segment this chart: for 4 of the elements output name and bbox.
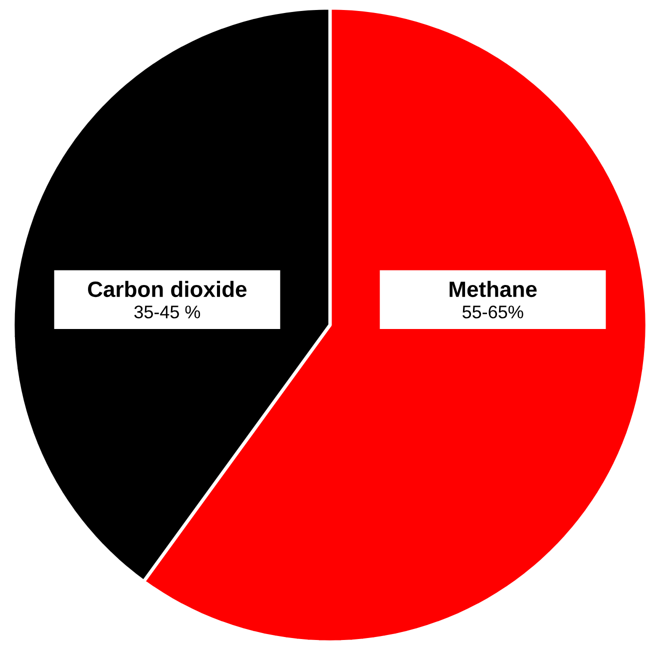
text: 55-65% (462, 306, 524, 318)
slice-label: Carbon dioxide (88, 280, 246, 298)
slice-label: Methane (450, 280, 537, 298)
text: 35-45 % (134, 306, 200, 318)
